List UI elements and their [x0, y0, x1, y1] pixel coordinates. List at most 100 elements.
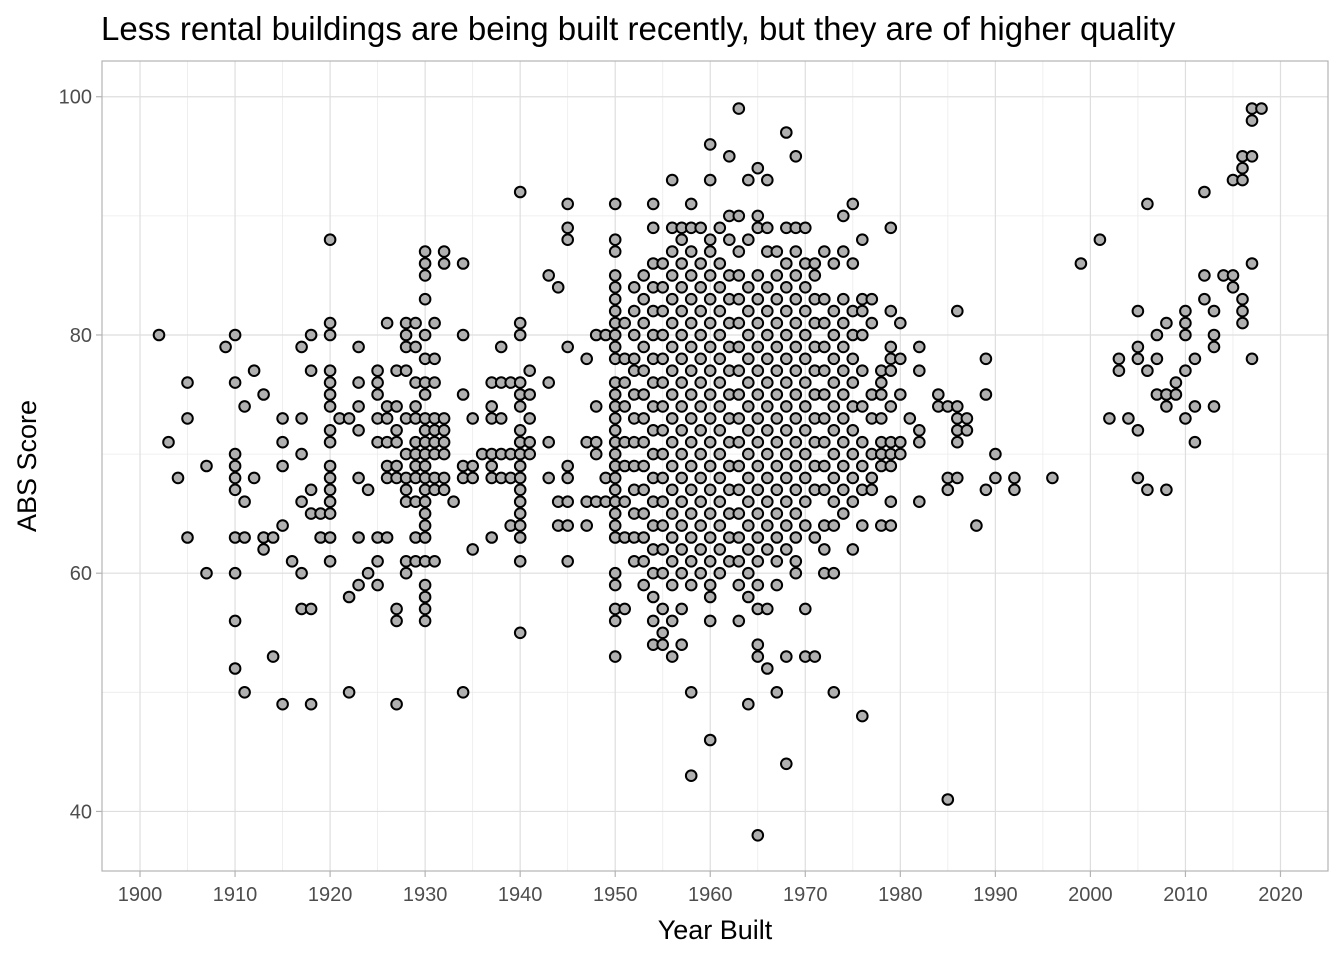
data-point [884, 495, 898, 509]
data-point [837, 245, 850, 258]
data-point [542, 376, 556, 389]
data-point [818, 292, 831, 306]
x-tick-label: 1990 [973, 884, 1018, 906]
data-point [751, 435, 765, 449]
data-point [637, 459, 651, 473]
data-point [1131, 471, 1145, 485]
data-point [865, 316, 879, 330]
data-point [713, 376, 727, 389]
data-point [846, 352, 860, 366]
data-point [1198, 269, 1211, 282]
data-point [342, 590, 356, 604]
data-point [1141, 483, 1154, 497]
data-point [266, 531, 280, 544]
data-point [1188, 435, 1202, 449]
data-point [770, 245, 784, 258]
data-point [865, 292, 879, 306]
x-tick-label: 1900 [118, 884, 163, 906]
data-point [418, 578, 432, 592]
data-point [684, 459, 698, 473]
data-point [837, 292, 850, 306]
data-point [846, 495, 860, 509]
data-point [627, 304, 641, 318]
data-point [456, 328, 470, 342]
data-point [827, 352, 841, 366]
data-point [684, 197, 698, 211]
data-point [780, 328, 793, 342]
data-point [437, 424, 451, 437]
data-point [675, 495, 689, 509]
data-point [390, 459, 403, 473]
data-point [637, 316, 651, 330]
y-tick-label: 100 [59, 87, 92, 109]
data-point [694, 221, 708, 235]
data-point [932, 388, 945, 401]
data-point [684, 269, 698, 282]
data-point [228, 459, 242, 473]
data-point [608, 483, 622, 497]
data-point [894, 316, 907, 330]
data-point [561, 495, 575, 509]
data-point [561, 197, 575, 211]
data-point [703, 507, 717, 520]
data-point [456, 686, 470, 699]
data-point [837, 507, 850, 520]
data-point [418, 257, 432, 270]
data-point [608, 614, 622, 628]
data-point [1169, 376, 1183, 389]
data-point [780, 400, 793, 413]
data-point [637, 531, 651, 544]
data-point [656, 471, 670, 485]
data-point [684, 245, 698, 258]
data-point [694, 447, 708, 461]
data-point [780, 650, 793, 663]
data-point [761, 304, 774, 318]
data-point [732, 555, 746, 568]
x-tick-label: 2000 [1068, 884, 1113, 906]
data-point [799, 495, 812, 509]
data-point [665, 364, 679, 378]
points-layer [152, 102, 1268, 842]
data-point [732, 209, 746, 223]
data-point [418, 269, 432, 282]
data-point [837, 459, 850, 473]
data-point [304, 328, 318, 342]
data-point [780, 352, 793, 366]
data-point [799, 602, 812, 616]
data-point [818, 245, 831, 258]
data-point [684, 292, 698, 306]
data-point [732, 507, 746, 520]
data-point [1160, 483, 1173, 497]
data-point [742, 543, 755, 556]
data-point [780, 543, 793, 556]
data-point [1160, 316, 1173, 330]
data-point [684, 435, 698, 449]
data-point [418, 328, 432, 342]
data-point [751, 638, 765, 652]
data-point [884, 364, 898, 378]
data-point [780, 257, 793, 270]
data-point [276, 459, 289, 473]
data-point [675, 543, 689, 556]
data-point [228, 376, 242, 389]
data-point [551, 281, 565, 294]
data-point [780, 757, 793, 771]
data-point [380, 412, 394, 425]
data-point [770, 555, 784, 568]
data-point [323, 471, 337, 485]
data-point [513, 555, 527, 568]
data-point [513, 328, 527, 342]
data-point [675, 471, 689, 485]
data-point [761, 495, 774, 509]
data-point [665, 650, 679, 663]
data-point [561, 221, 575, 235]
data-point [1236, 292, 1249, 306]
data-point [276, 697, 289, 711]
data-point [561, 555, 575, 568]
chart-title: Less rental buildings are being built re… [101, 10, 1176, 47]
data-point [732, 340, 746, 354]
data-point [608, 650, 622, 663]
data-point [561, 471, 575, 485]
data-point [399, 566, 413, 580]
data-point [732, 316, 746, 330]
